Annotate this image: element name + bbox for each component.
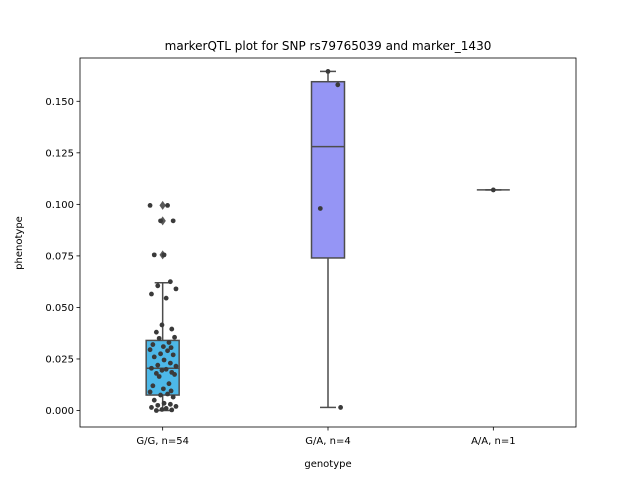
- data-point: [325, 68, 331, 74]
- box-group: [145, 200, 180, 413]
- data-point: [150, 383, 156, 389]
- data-point: [158, 392, 163, 398]
- data-point: [170, 394, 176, 400]
- data-point: [153, 329, 159, 335]
- data-point: [173, 403, 179, 409]
- data-point: [149, 291, 154, 297]
- chart-marks: [145, 68, 510, 413]
- data-point: [167, 401, 173, 407]
- data-point: [149, 405, 154, 410]
- data-point: [160, 386, 166, 392]
- data-point: [168, 345, 174, 351]
- data-point: [160, 344, 166, 350]
- x-axis-label: genotype: [304, 459, 351, 470]
- data-point: [159, 407, 165, 412]
- data-point: [163, 295, 169, 301]
- data-point: [172, 372, 177, 377]
- box-group: [476, 187, 510, 193]
- x-tick-label: A/A, n=1: [471, 436, 516, 447]
- data-point: [166, 340, 172, 345]
- data-point: [161, 252, 167, 258]
- data-point: [147, 389, 153, 395]
- data-point: [335, 82, 341, 88]
- data-point: [172, 334, 177, 340]
- data-point: [168, 388, 174, 394]
- y-tick-label: 0.150: [45, 97, 74, 108]
- data-point: [155, 283, 161, 289]
- data-point: [490, 187, 496, 193]
- data-point: [158, 218, 163, 224]
- data-point: [173, 363, 179, 369]
- data-point: [155, 362, 161, 368]
- data-point: [151, 252, 157, 258]
- y-tick-label: 0.075: [45, 251, 74, 262]
- data-point: [167, 360, 173, 366]
- data-point: [159, 367, 165, 373]
- data-point: [170, 352, 176, 358]
- y-axis-ticks: 0.000 0.025 0.050 0.075 0.100 0.125 0.150: [45, 97, 80, 417]
- data-point: [161, 357, 167, 363]
- data-point: [153, 408, 159, 413]
- data-point: [165, 202, 170, 208]
- data-point: [150, 342, 156, 347]
- data-point: [151, 354, 157, 360]
- plot-frame: [79, 57, 577, 428]
- x-tick-label: G/A, n=4: [305, 436, 350, 447]
- data-point: [338, 405, 343, 410]
- data-point: [317, 206, 323, 211]
- data-point: [147, 347, 153, 353]
- data-point: [166, 381, 172, 387]
- y-tick-label: 0.000: [45, 406, 74, 417]
- data-point: [167, 279, 173, 285]
- box-group: [310, 68, 346, 410]
- data-point: [159, 322, 165, 328]
- data-point: [169, 407, 175, 413]
- data-point: [165, 391, 170, 397]
- y-tick-label: 0.050: [45, 303, 74, 314]
- data-point: [149, 365, 154, 371]
- data-point: [163, 366, 169, 372]
- data-point: [161, 400, 167, 406]
- y-tick-label: 0.025: [45, 354, 74, 365]
- data-point: [163, 406, 169, 411]
- chart-title: markerQTL plot for SNP rs79765039 and ma…: [165, 39, 492, 53]
- data-point: [156, 374, 162, 379]
- data-point: [170, 218, 176, 224]
- iqr-box: [310, 80, 346, 259]
- data-point: [165, 348, 170, 354]
- data-point: [169, 326, 175, 332]
- x-axis-ticks: G/G, n=54 G/A, n=4 A/A, n=1: [136, 427, 516, 447]
- data-point: [155, 402, 161, 408]
- x-tick-label: G/G, n=54: [136, 436, 189, 447]
- data-point: [173, 286, 179, 292]
- data-point: [156, 335, 162, 341]
- y-tick-label: 0.100: [45, 200, 74, 211]
- data-point: [158, 351, 163, 357]
- data-point: [147, 202, 153, 208]
- outlier-marker: [159, 200, 166, 210]
- y-axis-label: phenotype: [14, 216, 25, 270]
- y-tick-label: 0.125: [45, 148, 74, 159]
- data-point: [153, 371, 159, 376]
- data-point: [151, 397, 157, 403]
